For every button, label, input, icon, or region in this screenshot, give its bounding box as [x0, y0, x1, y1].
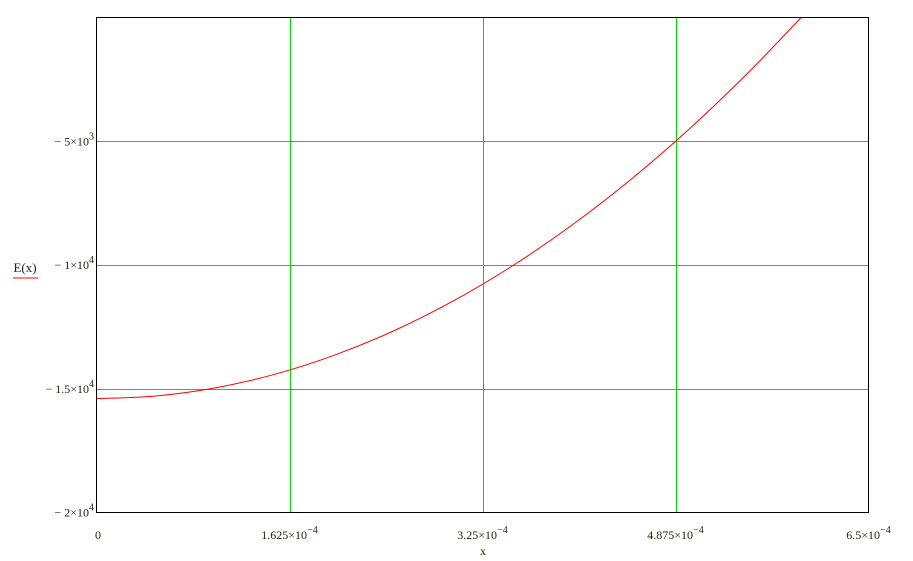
x-tick-label: 6.5×10−4 [846, 525, 890, 542]
x-tick-label: 1.625×10−4 [261, 525, 317, 542]
y-tick-label: − 5×103 [54, 131, 94, 148]
x-tick-label: 3.25×10−4 [457, 525, 507, 542]
x-tick-label: 0 [95, 528, 101, 542]
series-line-E [96, 17, 802, 400]
plot-frame [96, 17, 869, 513]
grid-lines [96, 17, 869, 513]
y-tick-label: − 1×104 [54, 255, 94, 272]
series-group [96, 17, 802, 400]
x-axis-label: x [480, 544, 486, 558]
y-tick-label: − 1.5×104 [45, 379, 94, 396]
y-tick-label: − 2×104 [54, 503, 94, 520]
x-tick-label: 4.875×10−4 [647, 525, 703, 542]
y-tick-labels: − 5×103 − 1×104 − 1.5×104 − 2×104 [45, 131, 94, 519]
x-tick-labels: 0 1.625×10−4 3.25×10−4 4.875×10−4 6.5×10−4 [95, 525, 891, 542]
y-axis-label: E(x) [13, 260, 36, 275]
